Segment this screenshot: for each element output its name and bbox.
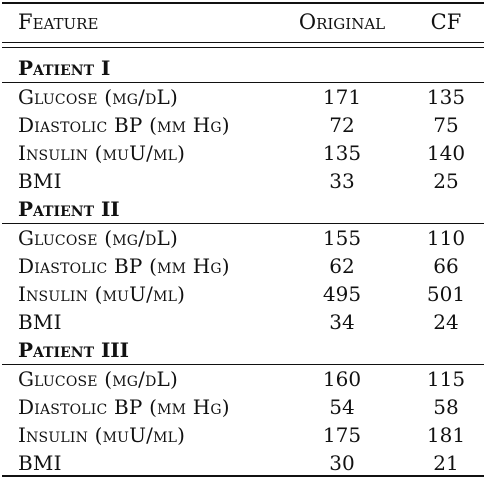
table-row: BMI 34 24	[2, 308, 484, 336]
feature-cell: BMI	[18, 169, 62, 193]
table-row: Diastolic BP (mm Hg) 62 66	[2, 252, 484, 280]
header-feature: Feature	[18, 10, 99, 34]
group-header-row: Patient II	[2, 195, 484, 224]
original-value-cell: 175	[322, 423, 362, 447]
table-row: Insulin (muU/ml) 175 181	[2, 421, 484, 449]
original-value-cell: 155	[322, 226, 362, 250]
original-value-cell: 33	[329, 169, 355, 193]
feature-cell: Diastolic BP (mm Hg)	[18, 395, 230, 419]
cf-value-cell: 66	[433, 254, 459, 278]
cf-value-cell: 75	[433, 113, 459, 137]
original-value-cell: 34	[329, 310, 355, 334]
feature-cell: Glucose (mg/dL)	[18, 367, 179, 391]
cf-value-cell: 110	[426, 226, 466, 250]
cf-value-cell: 181	[426, 423, 466, 447]
group-title: Patient I	[2, 54, 484, 83]
original-value-cell: 54	[329, 395, 355, 419]
table-row: BMI 30 21	[2, 449, 484, 477]
table-row: Diastolic BP (mm Hg) 54 58	[2, 393, 484, 421]
feature-cell: Diastolic BP (mm Hg)	[18, 254, 230, 278]
cf-value-cell: 25	[433, 169, 459, 193]
original-value-cell: 160	[322, 367, 362, 391]
original-value-cell: 30	[329, 451, 355, 475]
cf-value-cell: 21	[433, 451, 459, 475]
top-rule	[2, 2, 484, 4]
feature-cell: Insulin (muU/ml)	[18, 141, 186, 165]
bottom-rule	[2, 475, 484, 477]
original-value-cell: 495	[322, 282, 362, 306]
feature-cell: Diastolic BP (mm Hg)	[18, 113, 230, 137]
header-rule-2	[2, 47, 484, 48]
feature-cell: Glucose (mg/dL)	[18, 226, 179, 250]
group-header-row: Patient I	[2, 54, 484, 83]
table-row: Diastolic BP (mm Hg) 72 75	[2, 111, 484, 139]
table-body: Patient I Glucose (mg/dL) 171 135 Diastolic …	[2, 54, 484, 477]
header-original: Original	[298, 10, 386, 34]
original-value-cell: 171	[322, 85, 362, 109]
cf-value-cell: 140	[426, 141, 466, 165]
header-cf: CF	[430, 10, 462, 34]
table-row: Glucose (mg/dL) 155 110	[2, 224, 484, 253]
cf-value-cell: 115	[426, 367, 466, 391]
table-row: Insulin (muU/ml) 135 140	[2, 139, 484, 167]
header-row: Feature Original CF	[2, 0, 484, 44]
feature-cell: Glucose (mg/dL)	[18, 85, 179, 109]
feature-cell: Insulin (muU/ml)	[18, 282, 186, 306]
feature-cell: Insulin (muU/ml)	[18, 423, 186, 447]
table-row: Glucose (mg/dL) 160 115	[2, 365, 484, 394]
cf-value-cell: 135	[426, 85, 466, 109]
cf-value-cell: 501	[426, 282, 466, 306]
group-title: Patient III	[2, 336, 484, 365]
feature-cell: BMI	[18, 310, 62, 334]
original-value-cell: 72	[329, 113, 355, 137]
table-row: Glucose (mg/dL) 171 135	[2, 83, 484, 112]
header-rule-1	[2, 42, 484, 43]
table-row: Insulin (muU/ml) 495 501	[2, 280, 484, 308]
original-value-cell: 62	[329, 254, 355, 278]
table-row: BMI 33 25	[2, 167, 484, 195]
group-title: Patient II	[2, 195, 484, 224]
cf-value-cell: 58	[433, 395, 459, 419]
cf-value-cell: 24	[433, 310, 459, 334]
feature-cell: BMI	[18, 451, 62, 475]
original-value-cell: 135	[322, 141, 362, 165]
group-header-row: Patient III	[2, 336, 484, 365]
